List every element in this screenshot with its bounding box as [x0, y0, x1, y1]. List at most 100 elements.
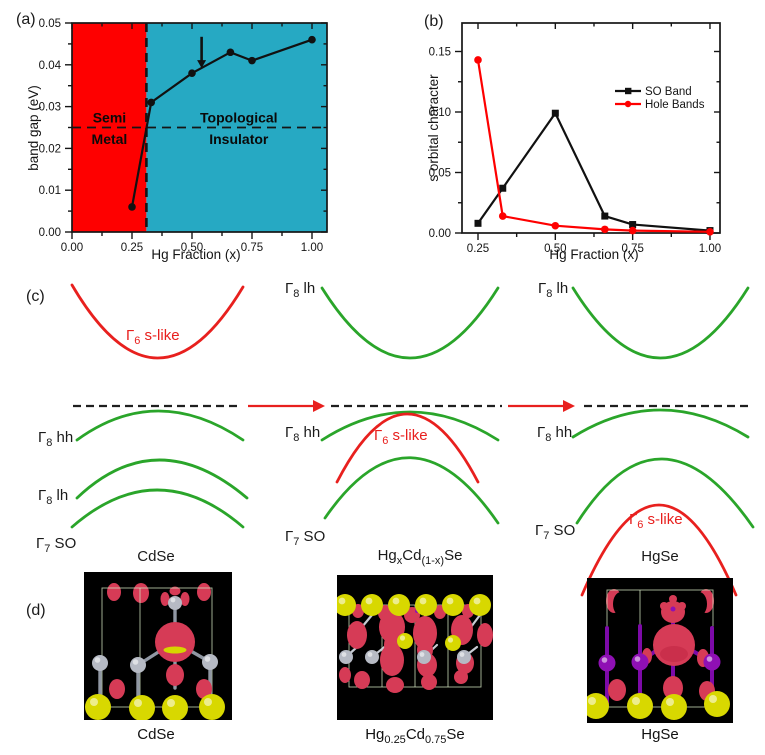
data-point — [601, 212, 609, 220]
crystal-render-cdse — [84, 572, 232, 720]
crystal-hgcdse-canvas — [337, 575, 493, 720]
unit-cell-outline — [101, 587, 213, 708]
data-point — [499, 184, 507, 192]
gamma8-lh-band — [320, 286, 500, 360]
cd-atoms — [92, 654, 218, 673]
transition-arrow-2 — [508, 400, 575, 412]
legend-marker — [624, 100, 632, 108]
data-point — [629, 221, 637, 229]
data-point — [706, 227, 714, 236]
band-label-gamma8-hh: Γ8 hh — [537, 424, 573, 444]
band-diagram-canvas — [70, 283, 755, 597]
se-atoms — [85, 694, 225, 720]
data-point — [226, 48, 235, 57]
panel-c-tag: (c) — [26, 288, 45, 305]
panel-d-tag: (d) — [26, 602, 46, 619]
column-title-hgcdse: HgxCd(1-x)Se — [377, 547, 463, 567]
series-line-hole-bands — [476, 59, 711, 233]
charge-density-isosurface — [109, 622, 212, 699]
caption-hg025cd075se: Hg0.25Cd0.75Se — [365, 726, 465, 746]
se-atoms-top-row — [337, 594, 491, 616]
region-label: Semi — [93, 109, 126, 125]
data-point — [188, 69, 196, 77]
tick-label: 0.50 — [544, 243, 566, 255]
tick-label: 0.02 — [39, 143, 61, 155]
data-point — [474, 56, 482, 64]
crystal-render-hgcdse — [337, 575, 493, 720]
arrow-head — [563, 400, 575, 412]
series-line-so-band — [477, 111, 711, 232]
band-diagram-hgse — [571, 286, 755, 597]
tick-label: 0.00 — [61, 242, 83, 254]
tick-label: 0.00 — [429, 228, 451, 240]
tick-label: 0.03 — [39, 102, 61, 114]
gamma8-lh-band — [75, 458, 249, 500]
crystal-render-hgse — [587, 578, 733, 723]
caption-hgse: HgSe — [641, 726, 679, 743]
band-label-gamma7-so: Γ7 SO — [535, 522, 576, 542]
tick-label: 0.25 — [467, 243, 489, 255]
panel-b-xlabel: Hg Fraction (x) — [549, 247, 638, 262]
panel-c-band-diagrams: (c) Γ6 s-like Γ8 hh Γ8 lh Γ7 SO CdSe Γ8 … — [0, 265, 765, 605]
data-point — [628, 226, 637, 235]
charge-density-isosurface — [339, 604, 493, 693]
band-label-gamma8-hh: Γ8 hh — [38, 429, 74, 449]
cd-atoms — [339, 650, 471, 664]
gamma8-lh-band — [571, 286, 750, 360]
tick-label: 0.50 — [181, 242, 203, 254]
data-point — [551, 109, 559, 117]
embedded-se-atoms — [397, 633, 461, 651]
annotation-arrowhead — [197, 60, 207, 69]
gamma6-inverted-band — [580, 503, 738, 597]
transition-arrow-1 — [248, 400, 325, 412]
tick-label: 0.25 — [121, 242, 143, 254]
hg-atoms — [598, 653, 721, 672]
tick-label: 1.00 — [699, 243, 721, 255]
band-diagram-cdse — [70, 283, 249, 529]
band-label-gamma7-so: Γ7 SO — [285, 528, 326, 548]
panel-a-xlabel: Hg Fraction (x) — [151, 247, 240, 262]
panel-b-s-orbital-plot: (b) s orbital character Hg Fraction (x) … — [424, 13, 721, 262]
tick-label: 0.05 — [429, 168, 451, 180]
tick-label: 0.10 — [429, 107, 451, 119]
arrow-head — [313, 400, 325, 412]
legend-label: Hole Bands — [645, 99, 705, 111]
gamma8-hh-band — [75, 409, 245, 442]
gamma7-so-band — [70, 488, 245, 529]
band-label-gamma6-slike: Γ6 s-like — [126, 327, 180, 347]
charge-density-isosurface — [107, 583, 211, 606]
panel-a-band-gap-plot: (a) band gap (eV) Hg Fraction (x) 0.00 0.… — [16, 11, 328, 262]
band-label-gamma6-slike: Γ6 s-like — [374, 427, 428, 447]
caption-cdse: CdSe — [137, 726, 175, 743]
panel-b-tag: (b) — [424, 13, 444, 30]
gamma6-inverted-band — [335, 412, 480, 484]
legend-marker — [625, 87, 632, 95]
region-label: Insulator — [209, 131, 269, 147]
crystal-cdse-canvas — [84, 572, 232, 720]
band-label-gamma6-slike: Γ6 s-like — [629, 511, 683, 531]
tick-label: 0.15 — [429, 47, 451, 59]
series-line-band-gap — [130, 38, 313, 208]
gamma7-so-band — [323, 456, 500, 525]
data-point — [551, 221, 560, 230]
data-point — [498, 212, 507, 220]
gamma8-hh-band — [320, 410, 500, 442]
tick-label: 1.00 — [301, 242, 323, 254]
gamma8-hh-band — [571, 408, 750, 439]
crystal-hgse-canvas — [587, 578, 733, 723]
gamma6-conduction-band — [70, 283, 245, 360]
band-label-gamma7-so: Γ7 SO — [36, 535, 77, 555]
region-label: Metal — [92, 131, 128, 147]
data-point — [308, 35, 316, 44]
column-title-hgse: HgSe — [641, 548, 679, 565]
tick-label: 0.75 — [621, 243, 643, 255]
legend-label: SO Band — [645, 86, 692, 98]
charge-density-isosurface — [608, 595, 715, 701]
tick-label: 0.01 — [39, 185, 61, 197]
band-diagram-hgcdse — [320, 286, 502, 525]
panel-b-ylabel: s orbital character — [426, 74, 441, 182]
data-point — [128, 203, 136, 211]
tick-label: 0.00 — [39, 227, 61, 239]
band-label-gamma8-lh: Γ8 lh — [285, 280, 316, 300]
